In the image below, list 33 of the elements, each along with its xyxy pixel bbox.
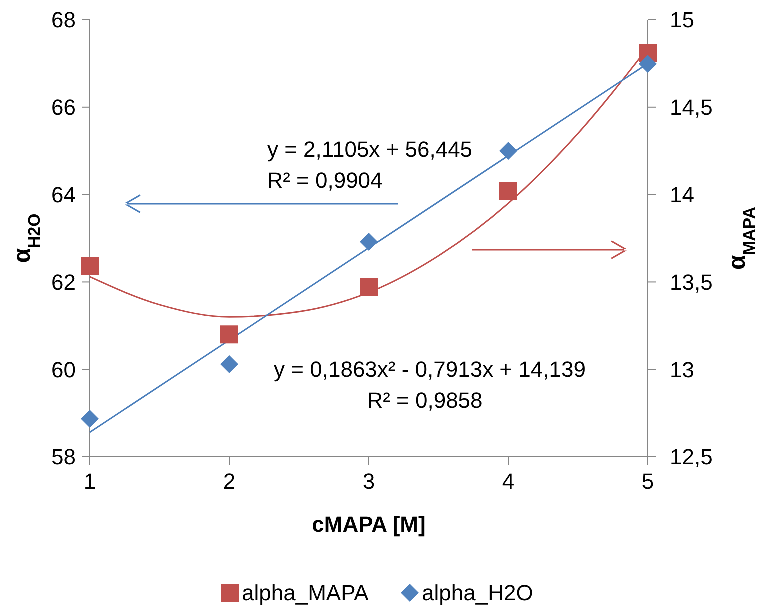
- x-tick-label: 5: [642, 469, 654, 494]
- y-tick-label: 58: [52, 444, 76, 470]
- y2-tick-label: 13: [670, 357, 694, 382]
- point: [500, 182, 518, 200]
- y2-tick-label: 15: [670, 8, 694, 33]
- point: [220, 355, 238, 374]
- x-tick-label: 2: [223, 469, 236, 494]
- annotation: y = 0,1863x² - 0,7913x + 14,139: [274, 357, 586, 382]
- y-tick-label: 62: [52, 270, 76, 295]
- legend-label: alpha_H2O: [422, 580, 534, 606]
- legend-label: alpha_MAPA: [242, 580, 370, 606]
- y2-tick-label: 12,5: [670, 444, 713, 470]
- point: [81, 410, 99, 428]
- point: [220, 326, 238, 344]
- point: [360, 278, 378, 296]
- y2-tick-label: 14: [670, 182, 694, 208]
- x-tick-label: 3: [362, 469, 376, 494]
- x-tick-label: 4: [502, 469, 515, 494]
- y2-tick-label: 13,5: [670, 270, 713, 295]
- x-tick-label: 1: [84, 469, 96, 494]
- annotation: R² = 0,9904: [267, 168, 383, 193]
- y-tick-label: 64: [52, 182, 76, 208]
- point: [500, 142, 518, 160]
- y-tick-label: 66: [52, 95, 76, 120]
- y-tick-label: 68: [52, 8, 76, 33]
- point: [360, 232, 378, 251]
- y2-tick-label: 14,5: [670, 95, 713, 120]
- annotation: y = 2,1105x + 56,445: [267, 137, 473, 162]
- annotation: R² = 0,9858: [367, 388, 483, 413]
- x-axis-title: cMAPA [M]: [312, 512, 426, 537]
- point: [639, 55, 657, 74]
- y-tick-label: 60: [52, 357, 76, 382]
- point: [81, 257, 99, 276]
